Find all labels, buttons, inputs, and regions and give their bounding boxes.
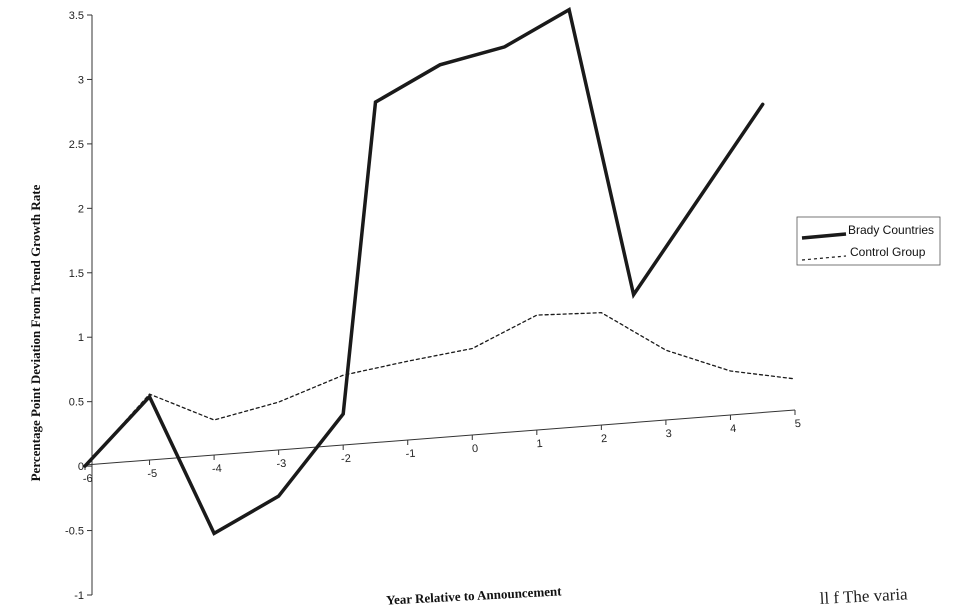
y-tick-label: 1.5 — [69, 268, 84, 280]
x-tick-labels: -6 -5 -4 -3 -2 -1 0 1 2 3 4 5 — [82, 418, 801, 486]
y-tick-label: 3.5 — [69, 10, 84, 22]
x-tick-label: -6 — [82, 473, 93, 486]
legend: Brady Countries Control Group — [796, 216, 941, 266]
x-tick-label: -4 — [212, 463, 223, 476]
x-tick-label: -1 — [405, 448, 416, 461]
y-tick-label: 2 — [78, 203, 84, 215]
x-axis-line — [84, 409, 796, 466]
legend-box — [796, 216, 941, 266]
y-axis-title: Percentage Point Deviation From Trend Gr… — [28, 184, 43, 481]
control-group-line — [84, 312, 796, 467]
x-tick-label: 4 — [730, 423, 737, 435]
brady-countries-line — [83, 6, 765, 536]
legend-swatch-control — [801, 255, 847, 261]
x-tick-label: -5 — [147, 468, 158, 481]
x-tick-label: 5 — [794, 418, 801, 430]
x-tick-label: 0 — [472, 443, 479, 455]
y-tick-labels: -1 -0.5 0 0.5 1 1.5 2 2.5 3 3.5 — [65, 10, 84, 602]
x-tick-label: -2 — [341, 453, 352, 466]
legend-swatch-brady — [801, 232, 847, 240]
y-tick-label: 2.5 — [69, 139, 84, 151]
y-tick-label: -0.5 — [65, 526, 84, 538]
y-tick-label: -1 — [74, 590, 84, 602]
x-tick-label: 2 — [601, 433, 608, 445]
y-tick-label: 0.5 — [69, 397, 84, 409]
y-tick-label: 1 — [78, 332, 84, 344]
y-axis — [87, 14, 93, 596]
x-tick-label: 1 — [536, 438, 543, 450]
x-axis-title: Year Relative to Announcement — [386, 583, 563, 607]
x-axis — [84, 409, 796, 470]
x-tick-label: 3 — [665, 428, 672, 440]
y-tick-label: 3 — [78, 74, 84, 86]
legend-label-brady: Brady Countries — [848, 223, 934, 237]
margin-note: ll f The varia — [819, 584, 908, 608]
y-tick-label: 0 — [78, 461, 84, 473]
legend-label-control: Control Group — [850, 245, 926, 259]
series-layer — [83, 6, 796, 536]
x-tick-label: -3 — [276, 458, 287, 471]
